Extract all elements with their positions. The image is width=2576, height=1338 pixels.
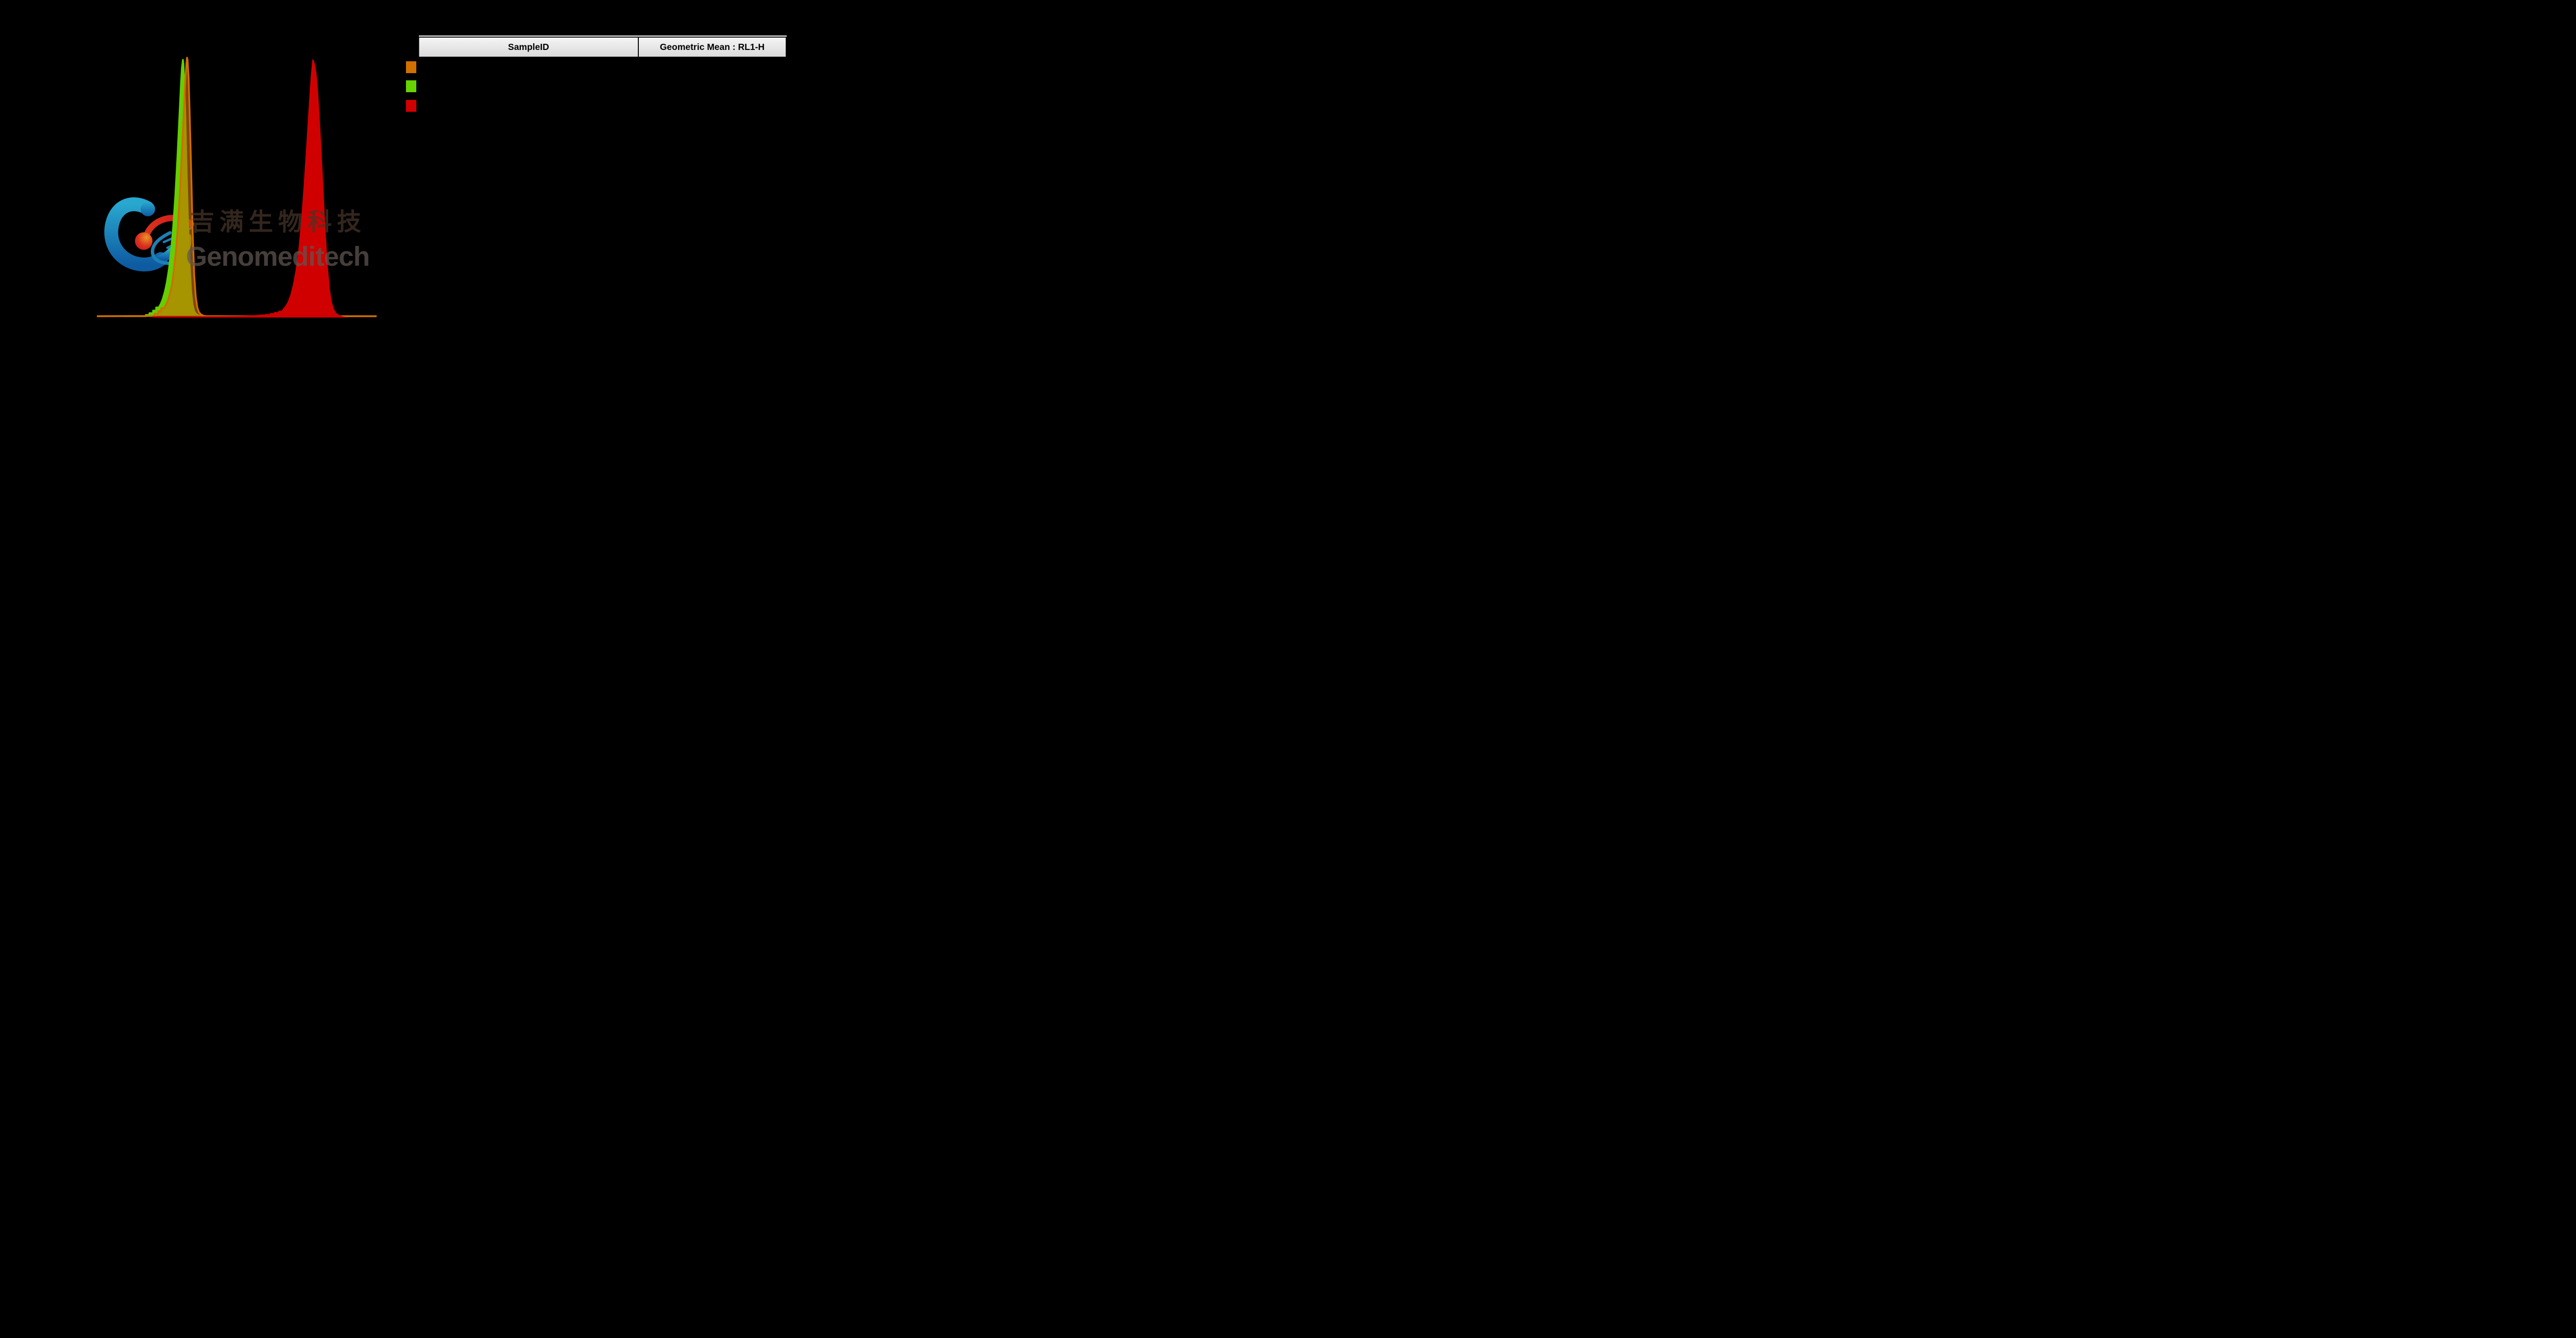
- legend-swatch-green: [406, 80, 416, 92]
- cell-sampleid: [419, 57, 638, 76]
- flow-histogram-export: 吉满生物科技 Genomeditech SampleID Geometric M…: [0, 0, 808, 395]
- table-row: [419, 95, 786, 114]
- cell-geomean: [638, 76, 786, 95]
- table-top-line: [419, 36, 787, 37]
- table-row: [419, 76, 786, 95]
- col-header-sampleid: SampleID: [508, 42, 549, 52]
- logo-red-drop: [135, 232, 152, 250]
- cell-sampleid: [419, 95, 638, 114]
- histogram-chart: [96, 57, 377, 318]
- results-table: SampleID Geometric Mean : RL1-H: [419, 37, 786, 114]
- logo-blue-swirl: [104, 197, 168, 272]
- orange-series-path: [96, 57, 377, 317]
- table-header-row: SampleID Geometric Mean : RL1-H: [419, 37, 786, 57]
- col-header-geometric-mean: Geometric Mean : RL1-H: [637, 38, 786, 57]
- table-row: [419, 57, 786, 76]
- cell-sampleid: [419, 76, 638, 95]
- legend-swatch-red: [406, 100, 416, 112]
- red-series-path: [152, 59, 347, 318]
- cell-geomean: [638, 95, 786, 114]
- cell-geomean: [638, 57, 786, 76]
- legend-swatch-orange: [406, 61, 416, 73]
- logo-blue-swirl-head: [141, 202, 155, 216]
